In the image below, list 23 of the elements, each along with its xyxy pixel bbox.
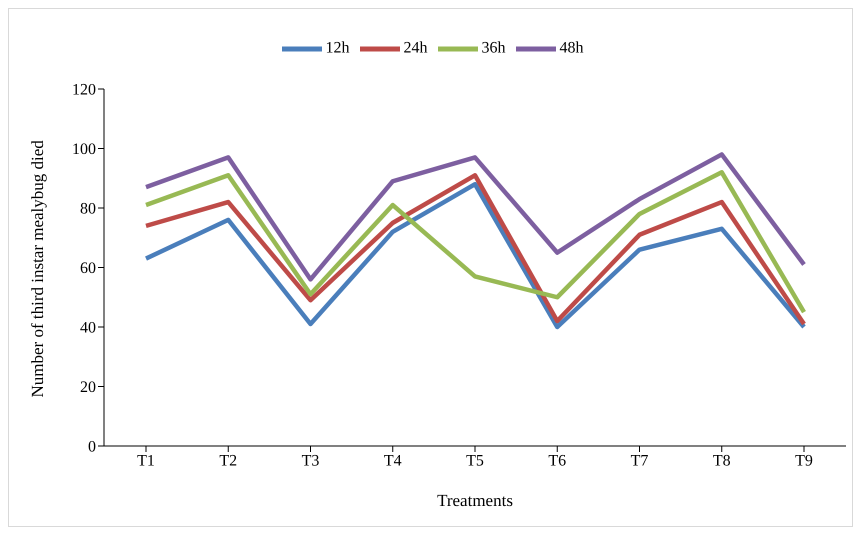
x-tick-label: T6 bbox=[548, 452, 566, 470]
legend-label: 12h bbox=[326, 40, 350, 57]
y-axis-title: Number of third instar mealybug died bbox=[28, 140, 48, 398]
x-tick-label: T2 bbox=[219, 452, 238, 470]
x-tick-label: T4 bbox=[384, 452, 402, 470]
x-tick-label: T1 bbox=[137, 452, 155, 470]
y-tick-label: 80 bbox=[80, 200, 96, 218]
y-tick-label: 20 bbox=[80, 379, 96, 396]
x-tick-label: T3 bbox=[302, 452, 320, 470]
y-tick-label: 0 bbox=[88, 438, 96, 456]
y-tick-label: 120 bbox=[72, 82, 96, 99]
line-series bbox=[144, 152, 806, 282]
x-tick-label: T8 bbox=[712, 452, 731, 470]
x-tick-label: T5 bbox=[466, 452, 484, 470]
legend-label: 36h bbox=[482, 40, 506, 57]
x-tick-label: T7 bbox=[630, 452, 648, 470]
y-tick-label: 60 bbox=[80, 260, 96, 278]
y-tick-label: 100 bbox=[72, 141, 96, 158]
legend-label: 24h bbox=[404, 40, 428, 57]
y-tick-label: 40 bbox=[80, 320, 96, 337]
legend-label: 48h bbox=[560, 40, 584, 57]
x-tick-label: T9 bbox=[795, 452, 813, 470]
x-axis-title: Treatments bbox=[437, 491, 513, 510]
